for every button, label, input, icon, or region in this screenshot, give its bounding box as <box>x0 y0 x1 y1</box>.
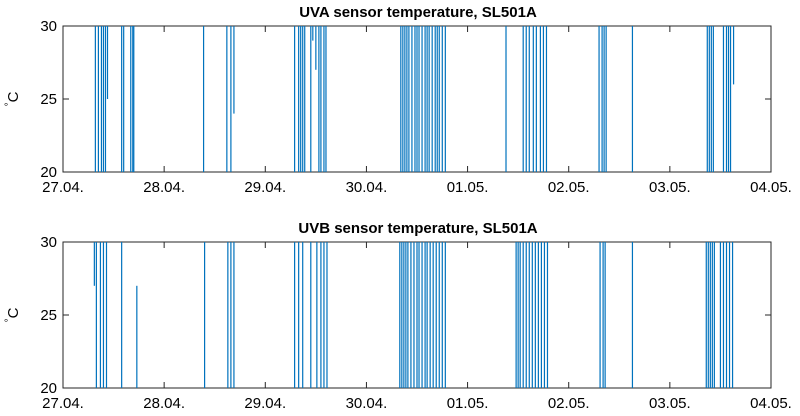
y-tick-label: 30 <box>40 18 57 35</box>
y-tick-label: 25 <box>40 307 57 324</box>
x-tick-label: 02.05. <box>548 395 590 412</box>
y-tick-label: 30 <box>40 234 57 251</box>
subplot-uva: UVA sensor temperature, SL501A 20 25 30 27… <box>4 4 792 196</box>
y-axis-label-degree: ° <box>4 318 15 322</box>
y-tick-label: 20 <box>40 380 57 397</box>
y-axis-label: °C <box>4 307 22 322</box>
x-tick-label: 01.05. <box>447 179 489 196</box>
y-axis-label-degree: ° <box>4 102 15 106</box>
x-tick-label: 01.05. <box>447 395 489 412</box>
x-tick-label: 04.05. <box>750 179 792 196</box>
chart-title: UVB sensor temperature, SL501A <box>298 220 537 237</box>
x-tick-label: 02.05. <box>548 179 590 196</box>
chart-title: UVA sensor temperature, SL501A <box>299 4 537 21</box>
y-axis-label-unit: C <box>5 307 22 318</box>
y-axis-label: °C <box>4 91 22 106</box>
x-tick-label: 28.04. <box>143 179 185 196</box>
subplot-uvb: UVB sensor temperature, SL501A 20 25 30 27… <box>4 220 792 412</box>
x-tick-label: 29.04. <box>244 395 286 412</box>
x-tick-label: 03.05. <box>649 179 691 196</box>
x-tick-label: 27.04. <box>42 179 84 196</box>
x-tick-label: 27.04. <box>42 395 84 412</box>
data-series <box>94 26 735 172</box>
y-axis-ticks: 20 25 30 <box>40 234 771 397</box>
x-tick-label: 04.05. <box>750 395 792 412</box>
y-axis-label-unit: C <box>5 91 22 102</box>
x-axis-ticks: 27.04. 28.04. 29.04. 30.04. 01.05. 02.05. 03.0… <box>42 242 792 412</box>
x-tick-label: 30.04. <box>346 179 388 196</box>
y-tick-label: 25 <box>40 91 57 108</box>
x-axis-ticks: 27.04. 28.04. 29.04. 30.04. 01.05. 02.05. 03.0… <box>42 26 792 196</box>
data-series <box>93 242 734 388</box>
y-tick-label: 20 <box>40 164 57 181</box>
y-axis-ticks: 20 25 30 <box>40 18 771 181</box>
x-tick-label: 30.04. <box>346 395 388 412</box>
x-tick-label: 29.04. <box>244 179 286 196</box>
x-tick-label: 03.05. <box>649 395 691 412</box>
x-tick-label: 28.04. <box>143 395 185 412</box>
